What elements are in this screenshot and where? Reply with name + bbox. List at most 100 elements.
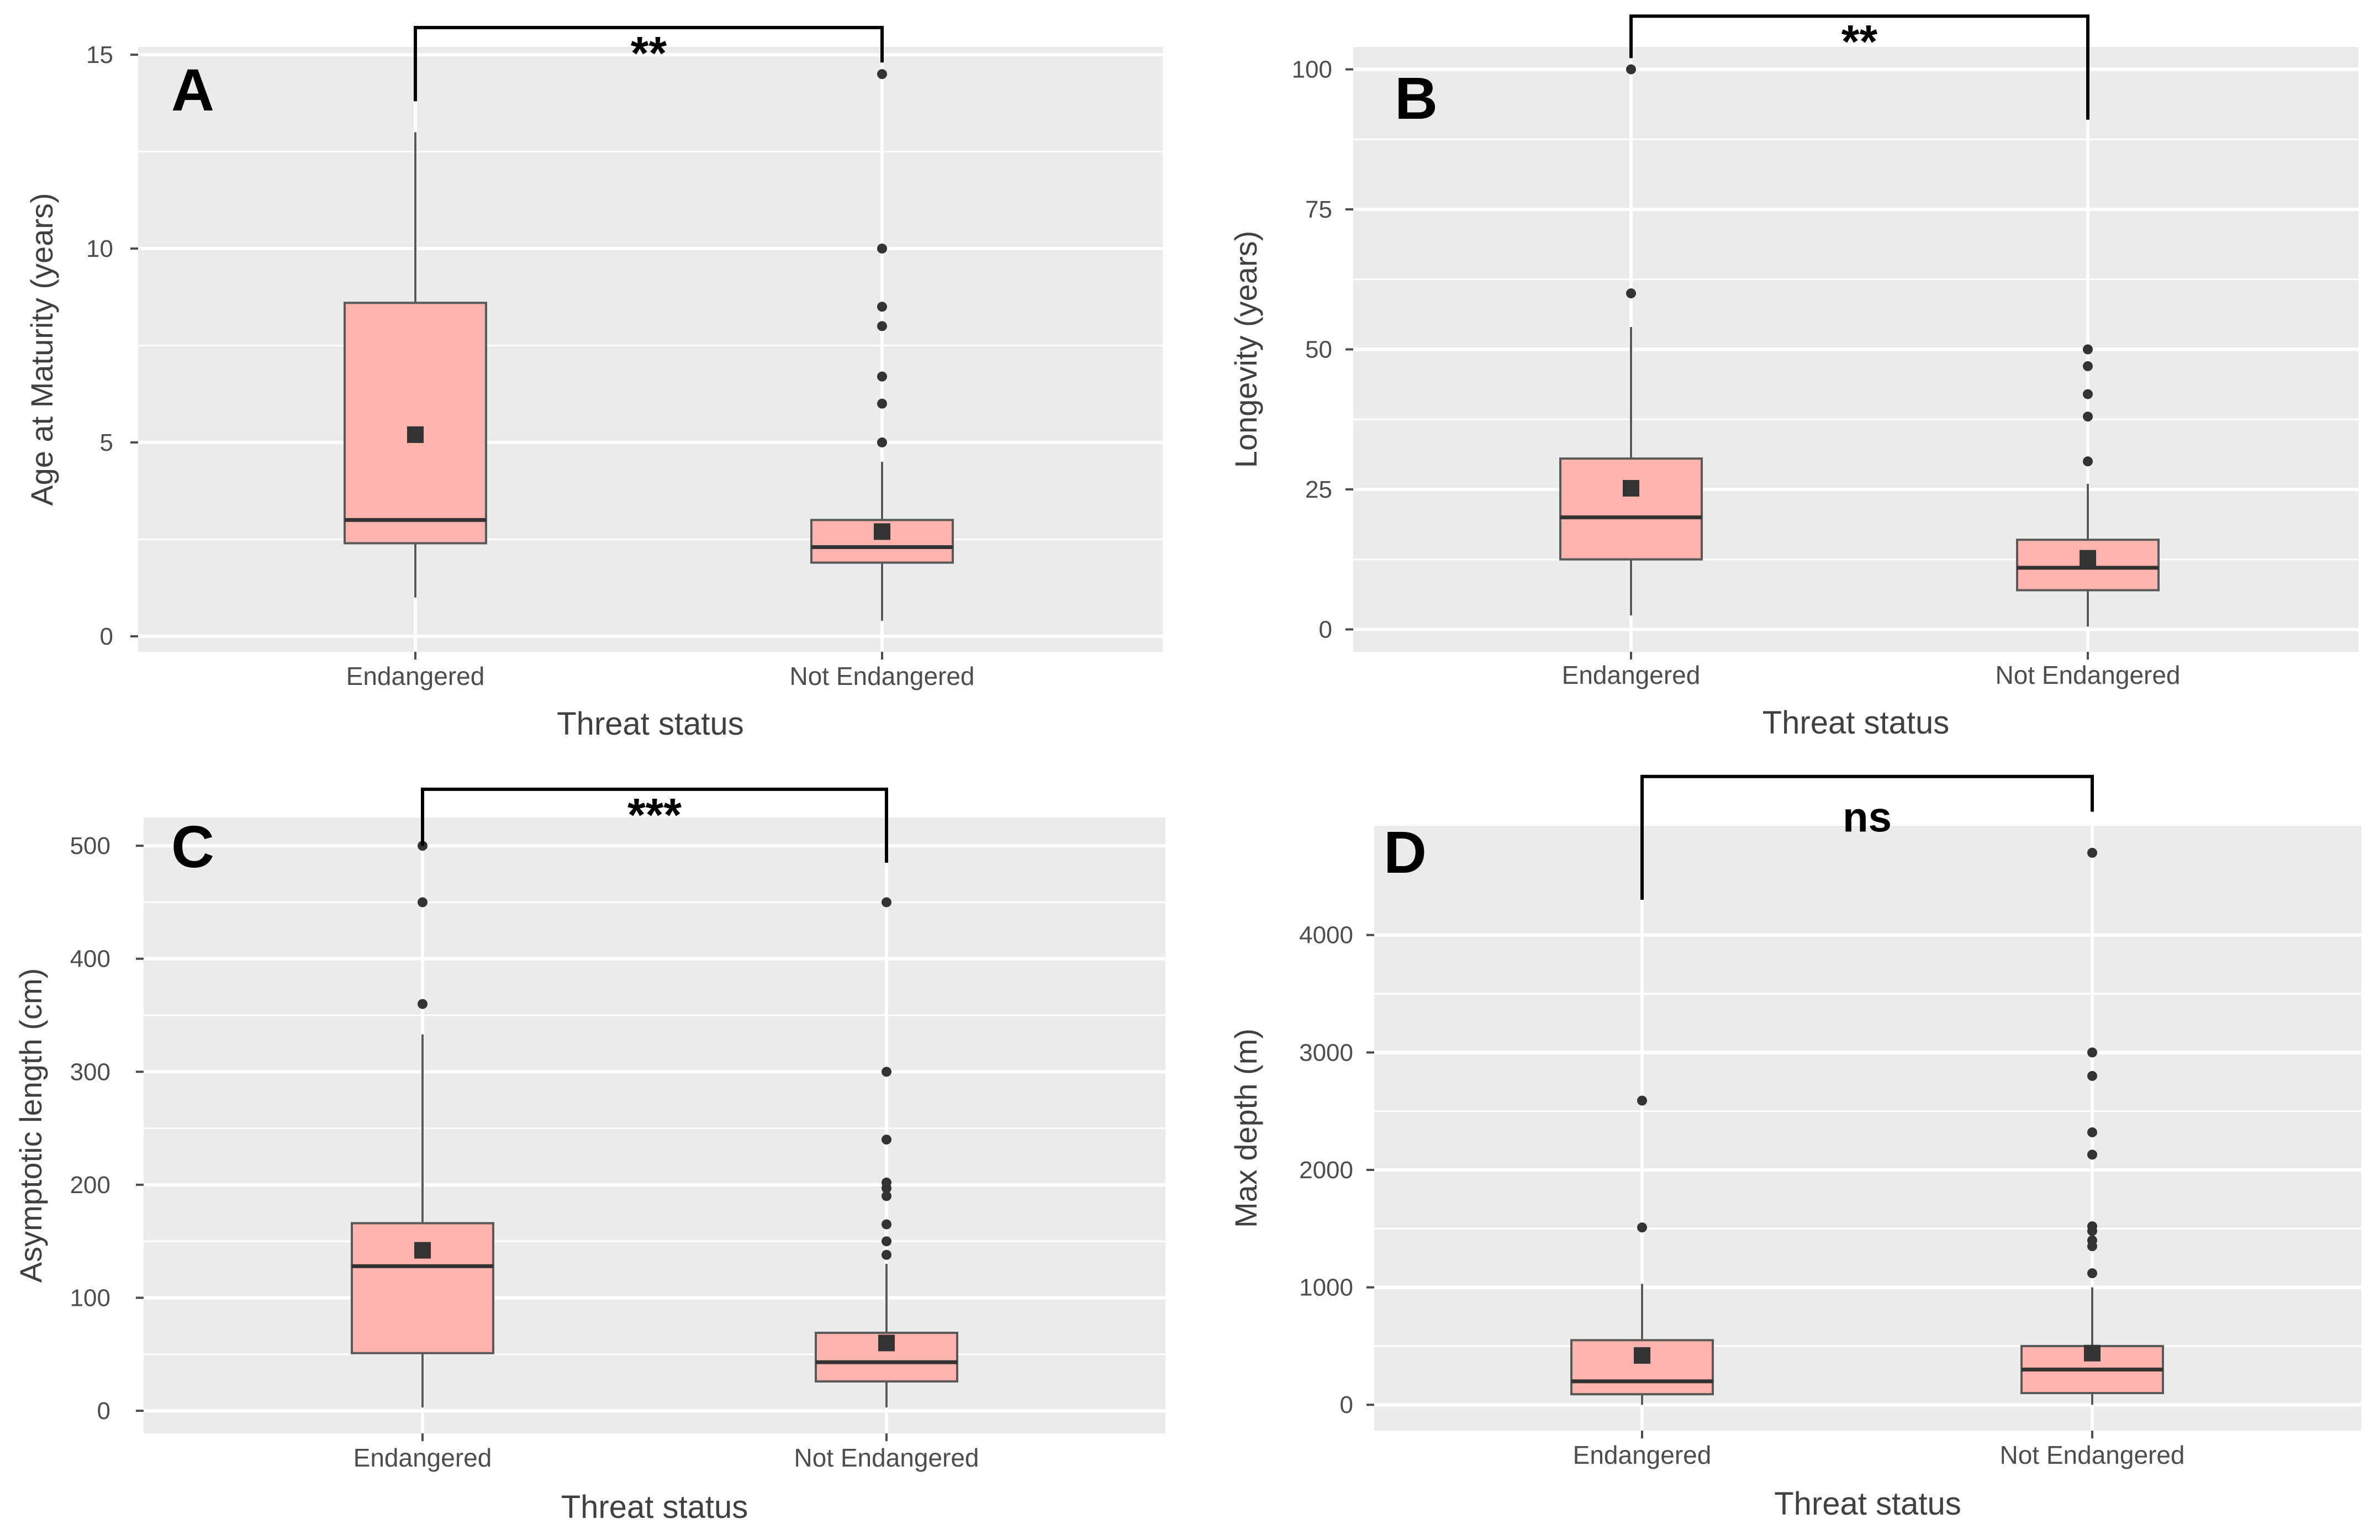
outlier-point [882,1249,891,1260]
outlier-point [1626,288,1636,299]
iqr-box [1559,457,1703,561]
box-endangered [344,132,487,598]
y-tick-label: 0 [97,1397,110,1425]
y-tick-label: 500 [70,832,110,859]
x-axis-title: Threat status [1774,1486,1961,1522]
y-tick-label: 100 [70,1284,110,1311]
y-tick-label: 2000 [1299,1157,1353,1184]
y-axis-title: Asymptotic length (cm) [13,968,48,1283]
y-tick-label: 1000 [1299,1274,1353,1301]
outlier-point [877,437,887,447]
x-tick-label: Not Endangered [794,1443,979,1472]
significance-bracket [1629,14,2089,120]
y-tick-label: 100 [1292,56,1332,83]
outlier-point [877,69,887,80]
outlier-point [877,302,887,312]
mean-marker [2080,550,2096,567]
outlier-point [2087,1221,2097,1232]
y-tick-label: 400 [70,946,110,973]
x-tick-label: Not Endangered [1999,1441,2184,1469]
outlier-point [2083,344,2093,355]
mean-marker [2084,1344,2101,1362]
x-tick-label: Endangered [353,1443,492,1472]
box-not-endangered [815,897,958,1407]
y-tick-label: 200 [70,1172,110,1199]
significance-bracket [414,25,884,102]
box-not-endangered [810,69,954,621]
outlier-point [882,1177,891,1188]
outlier-point [882,1135,891,1145]
mean-marker [1634,1347,1650,1364]
mean-marker [874,523,890,540]
y-tick-label: 300 [70,1058,110,1085]
outlier-point [2087,1149,2097,1160]
outlier-point [2087,1235,2097,1246]
outlier-point [2087,847,2097,858]
y-tick-label: 25 [1305,476,1332,503]
y-tick-label: 0 [1319,616,1332,643]
panel-d: 0 1000 2000 3000 4000 Endangered Not Endangere… [1228,774,2361,1522]
y-tick-label: 5 [100,429,113,456]
iqr-box [344,302,487,545]
mean-marker [1623,479,1639,497]
outlier-point [877,371,887,382]
outlier-point [2087,1127,2097,1137]
x-axis-title: Threat status [561,1489,748,1525]
panel-c: 0 100 200 300 400 500 Endangered Not Endangered… [13,787,1165,1525]
significance-label: *** [627,789,682,841]
mean-marker [414,1242,431,1259]
outlier-point [1626,64,1636,75]
box-not-endangered [2016,344,2160,627]
significance-bracket [1640,774,2094,900]
y-tick-label: 3000 [1299,1039,1353,1066]
box-endangered [1559,64,1703,616]
y-tick-label: 75 [1305,196,1332,223]
y-tick-label: 50 [1305,336,1332,363]
panel-label: B [1395,65,1438,131]
outlier-point [877,321,887,331]
y-axis-title: Max depth (m) [1228,1029,1263,1228]
y-tick-label: 10 [86,235,113,262]
outlier-point [1637,1222,1647,1233]
y-tick-label: 4000 [1299,922,1353,949]
mean-marker [407,426,424,443]
box-endangered [351,841,494,1407]
x-axis-title: Threat status [557,706,743,742]
outlier-point [877,398,887,409]
outlier-point [2083,412,2093,422]
box-not-endangered [2020,847,2164,1405]
panel-label: C [171,813,214,880]
outlier-point [882,1219,891,1230]
plot-background [144,818,1165,1433]
y-axis-title: Age at Maturity (years) [24,193,59,505]
x-tick-label: Endangered [346,662,485,690]
y-tick-label: 0 [100,623,113,650]
y-tick-label: 15 [86,41,113,68]
outlier-point [1637,1095,1647,1106]
panel-label: D [1384,819,1427,885]
outlier-point [882,1191,891,1201]
plot-background [138,47,1163,652]
plot-background [1374,826,2361,1431]
outlier-point [2087,1268,2097,1279]
significance-label: ** [631,27,667,79]
significance-label: ** [1841,15,1878,67]
significance-bracket [421,787,888,863]
mean-marker [878,1335,895,1352]
outlier-point [2083,361,2093,371]
x-tick-label: Endangered [1573,1441,1712,1469]
x-tick-label: Endangered [1562,661,1701,689]
outlier-point [2087,1070,2097,1081]
outlier-point [2083,389,2093,399]
panel-a: 0 5 10 15 Endangered Not Endangered Threat sta… [24,25,1163,742]
x-tick-label: Not Endangered [789,662,974,690]
y-axis-title: Longevity (years) [1228,231,1263,468]
x-tick-label: Not Endangered [1995,661,2180,689]
outlier-point [418,999,428,1009]
outlier-point [2083,456,2093,467]
panel-b: 0 25 50 75 100 Endangered Not Endangered Threat… [1228,14,2358,741]
box-endangered [1570,1095,1714,1405]
outlier-point [2087,1047,2097,1058]
outlier-point [877,244,887,254]
outlier-point [882,1236,891,1247]
